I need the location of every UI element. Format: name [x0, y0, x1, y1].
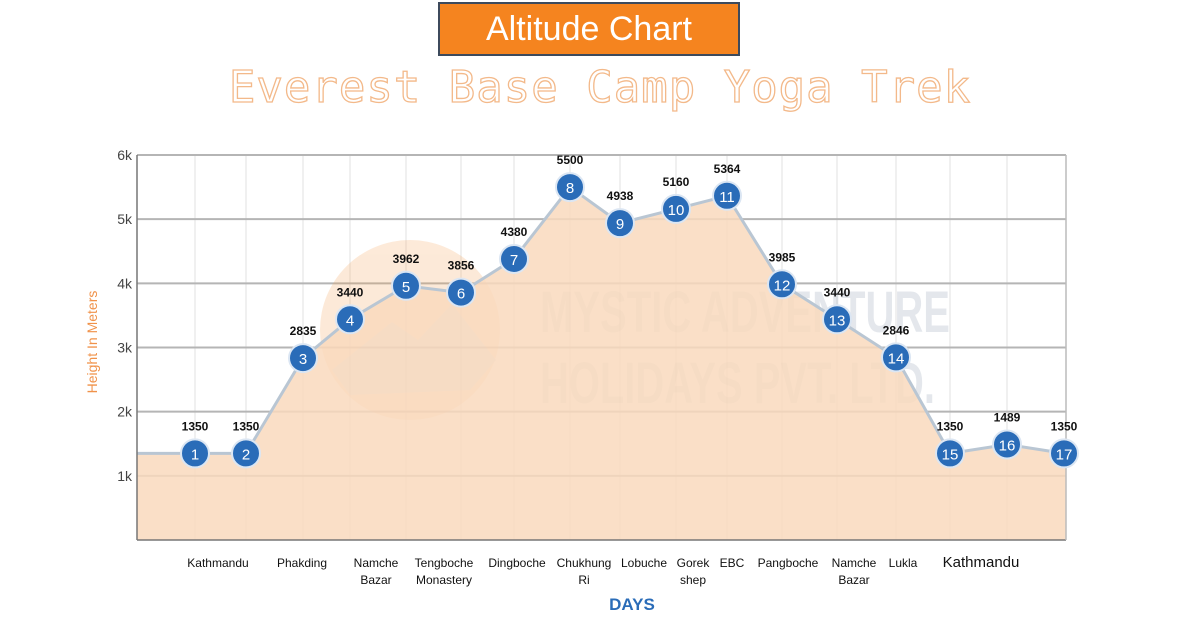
day-number-label: 4: [346, 312, 354, 329]
place-label: Chukhung Ri: [557, 556, 612, 587]
place-label-line: Bazar: [360, 573, 391, 587]
altitude-value-label: 2846: [883, 323, 910, 337]
day-marker: [1049, 438, 1079, 469]
day-number-label: 2: [242, 446, 250, 463]
day-marker: [605, 208, 635, 239]
altitude-value-label: 3440: [337, 285, 364, 299]
day-marker: [935, 438, 965, 469]
altitude-line: [137, 185, 1065, 456]
altitude-value-label: 5160: [663, 175, 690, 189]
day-marker: [446, 277, 476, 308]
altitude-value-label: 1350: [1051, 419, 1078, 433]
y-tick-label: 5k: [117, 211, 133, 227]
day-number-label: 8: [566, 180, 574, 197]
place-label: Namche Bazar: [354, 556, 399, 587]
place-label: Dingboche: [488, 556, 546, 570]
place-label: Kathmandu: [943, 554, 1020, 571]
y-tick-label: 3k: [117, 340, 133, 356]
altitude-value-label: 3985: [769, 250, 796, 264]
place-label-line: EBC: [720, 556, 745, 570]
day-number-label: 17: [1056, 446, 1073, 463]
chart-subtitle: Everest Base Camp Yoga Trek: [228, 61, 972, 113]
altitude-value-label: 1350: [937, 419, 964, 433]
place-label: Tengboche Monastery: [415, 556, 474, 587]
place-label-line: Tengboche: [415, 556, 474, 570]
day-marker: [391, 270, 421, 301]
day-number-label: 7: [510, 252, 518, 269]
altitude-value-label: 1350: [182, 419, 209, 433]
place-label-line: Namche: [832, 556, 877, 570]
altitude-value-label: 4380: [501, 225, 528, 239]
place-label-line: Lobuche: [621, 556, 667, 570]
day-marker: [231, 438, 261, 469]
altitude-value-label: 3856: [448, 259, 475, 273]
altitude-value-label: 2835: [290, 324, 317, 338]
day-marker: [499, 243, 529, 274]
y-tick-label: 2k: [117, 404, 133, 420]
day-marker: [661, 193, 691, 224]
day-number-label: 11: [719, 189, 735, 206]
day-marker: [288, 343, 318, 374]
place-label: Gorek shep: [677, 556, 711, 587]
place-label: Pangboche: [758, 556, 819, 570]
day-marker: [822, 304, 852, 335]
day-number-label: 13: [829, 312, 846, 329]
day-marker: [767, 269, 797, 300]
place-label-line: Kathmandu: [187, 556, 248, 570]
day-marker: [555, 172, 585, 203]
place-label: Lukla: [889, 556, 918, 570]
day-marker: [992, 429, 1022, 460]
place-label-line: Pangboche: [758, 556, 819, 570]
day-number-label: 15: [942, 446, 959, 463]
place-label: Phakding: [277, 556, 327, 570]
place-label: EBC: [720, 556, 745, 570]
day-marker: [180, 438, 210, 469]
day-marker: [881, 342, 911, 373]
altitude-value-label: 3440: [824, 285, 851, 299]
day-number-label: 3: [299, 351, 307, 368]
day-number-label: 14: [888, 350, 905, 367]
chart-title: Altitude Chart: [486, 10, 692, 48]
place-label-line: Ri: [578, 573, 589, 587]
x-axis-title: DAYS: [609, 595, 655, 614]
place-label: Namche Bazar: [832, 556, 877, 587]
y-tick-label: 4k: [117, 275, 133, 291]
place-label-line: Namche: [354, 556, 399, 570]
place-label-line: Bazar: [838, 573, 869, 587]
place-label: Lobuche: [621, 556, 667, 570]
day-marker: [712, 180, 742, 211]
place-label: Kathmandu: [187, 556, 248, 570]
day-number-label: 6: [457, 286, 465, 303]
altitude-value-label: 1350: [233, 419, 260, 433]
day-number-label: 9: [616, 216, 624, 233]
place-label-line: Monastery: [416, 573, 472, 587]
place-label-line: Chukhung: [557, 556, 612, 570]
day-number-label: 16: [999, 437, 1016, 454]
day-number-label: 12: [774, 277, 791, 294]
chart-title-badge: Altitude Chart: [438, 2, 740, 56]
place-label-line: Kathmandu: [943, 554, 1020, 571]
y-tick-label: 6k: [117, 147, 133, 163]
place-label-line: Lukla: [889, 556, 918, 570]
altitude-value-label: 4938: [607, 189, 634, 203]
day-number-label: 5: [402, 279, 410, 296]
y-axis-title: Height In Meters: [84, 291, 100, 394]
place-label-line: Dingboche: [488, 556, 546, 570]
altitude-area: [137, 187, 1066, 541]
day-number-label: 1: [191, 446, 199, 463]
altitude-value-label: 5364: [714, 162, 741, 176]
altitude-value-label: 1489: [994, 410, 1021, 424]
day-marker: [335, 304, 365, 335]
altitude-value-label: 3962: [393, 252, 420, 266]
place-label-line: Gorek: [677, 556, 711, 570]
day-number-label: 10: [668, 202, 685, 219]
place-label-line: shep: [680, 573, 706, 587]
y-tick-label: 1k: [117, 468, 133, 484]
place-label-line: Phakding: [277, 556, 327, 570]
altitude-value-label: 5500: [557, 153, 584, 167]
